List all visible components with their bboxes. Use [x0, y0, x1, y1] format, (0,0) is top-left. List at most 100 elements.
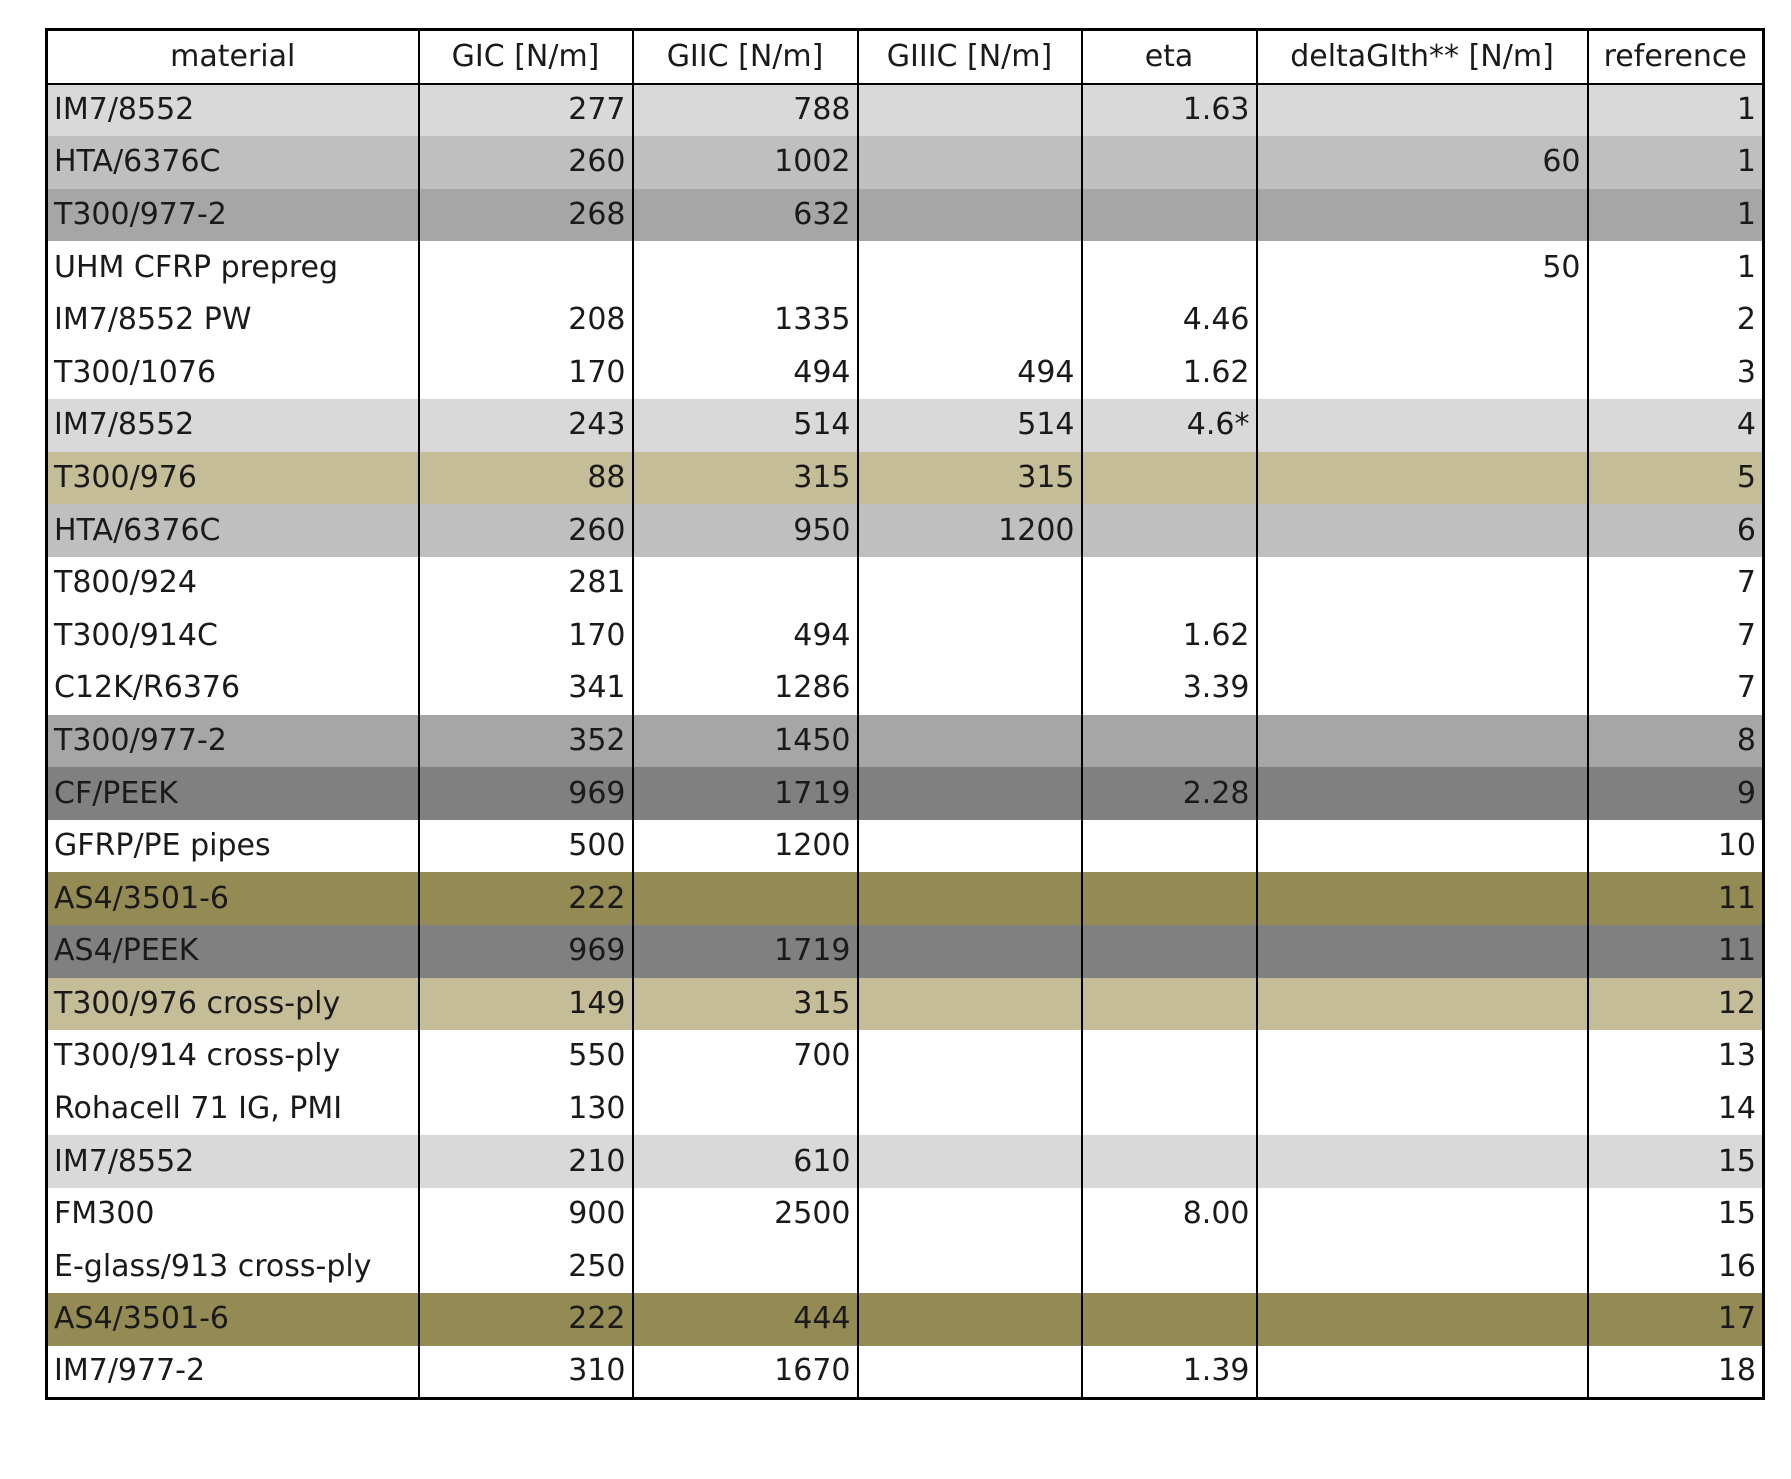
header-material: material — [45, 29, 420, 85]
cell-eta: 8.00 — [1080, 1187, 1258, 1241]
cell-material: IM7/8552 — [45, 1135, 420, 1188]
header-delta-g-threshold: deltaGIth** [N/m] — [1255, 29, 1589, 85]
cell-giic — [631, 241, 859, 294]
cell-reference: 1 — [1586, 188, 1765, 242]
cell-delta-g-threshold — [1255, 872, 1589, 925]
cell-giiic — [856, 872, 1083, 925]
cell-eta — [1080, 1082, 1258, 1136]
cell-delta-g-threshold — [1255, 1293, 1589, 1346]
header-reference: reference — [1586, 29, 1765, 85]
table-row: AS4/3501-6 222 11 — [45, 872, 1765, 925]
cell-eta — [1080, 1240, 1258, 1294]
cell-giiic: 514 — [856, 399, 1083, 452]
cell-giiic: 494 — [856, 346, 1083, 400]
cell-giic: 1719 — [631, 925, 859, 978]
table-row: T300/976 cross-ply 149 315 12 — [45, 977, 1765, 1031]
cell-gic: 250 — [417, 1240, 634, 1294]
table-row: IM7/977-2 310 1670 1.39 18 — [45, 1345, 1765, 1399]
cell-reference: 11 — [1586, 872, 1765, 925]
table-row: IM7/8552 243 514 514 4.6* 4 — [45, 399, 1765, 452]
cell-eta — [1080, 714, 1258, 768]
cell-delta-g-threshold — [1255, 609, 1589, 663]
cell-delta-g-threshold — [1255, 188, 1589, 242]
header-giiic: GIIIC [N/m] — [856, 29, 1083, 85]
cell-material: HTA/6376C — [45, 136, 420, 189]
cell-material: AS4/3501-6 — [45, 1293, 420, 1346]
cell-delta-g-threshold — [1255, 1135, 1589, 1188]
cell-material: T300/914 cross-ply — [45, 1030, 420, 1083]
cell-giic: 610 — [631, 1135, 859, 1188]
cell-gic: 260 — [417, 136, 634, 189]
cell-reference: 7 — [1586, 609, 1765, 663]
cell-reference: 1 — [1586, 136, 1765, 189]
table-row: HTA/6376C 260 1002 60 1 — [45, 136, 1765, 189]
cell-delta-g-threshold: 60 — [1255, 136, 1589, 189]
cell-gic: 310 — [417, 1345, 634, 1399]
cell-giiic: 1200 — [856, 504, 1083, 557]
cell-reference: 12 — [1586, 977, 1765, 1031]
cell-reference: 10 — [1586, 819, 1765, 873]
cell-giiic — [856, 241, 1083, 294]
table-row: T300/977-2 268 632 1 — [45, 188, 1765, 242]
table-row: GFRP/PE pipes 500 1200 10 — [45, 819, 1765, 873]
cell-material: T300/1076 — [45, 346, 420, 400]
cell-giic: 1335 — [631, 293, 859, 347]
cell-reference: 6 — [1586, 504, 1765, 557]
cell-eta — [1080, 1135, 1258, 1188]
cell-reference: 18 — [1586, 1345, 1765, 1399]
table-row: T300/1076 170 494 494 1.62 3 — [45, 346, 1765, 400]
cell-giiic — [856, 1293, 1083, 1346]
fracture-toughness-table: material GIC [N/m] GIIC [N/m] GIIIC [N/m… — [45, 28, 1765, 1400]
table-row: IM7/8552 PW 208 1335 4.46 2 — [45, 293, 1765, 347]
fracture-toughness-table-frame: material GIC [N/m] GIIC [N/m] GIIIC [N/m… — [45, 28, 1765, 1400]
cell-giic: 1286 — [631, 662, 859, 715]
table-row: C12K/R6376 341 1286 3.39 7 — [45, 662, 1765, 715]
cell-reference: 14 — [1586, 1082, 1765, 1136]
cell-delta-g-threshold — [1255, 83, 1589, 137]
cell-gic: 149 — [417, 977, 634, 1031]
cell-giiic — [856, 1187, 1083, 1241]
cell-giic: 1719 — [631, 767, 859, 820]
cell-giiic — [856, 609, 1083, 663]
cell-material: IM7/8552 — [45, 399, 420, 452]
cell-reference: 16 — [1586, 1240, 1765, 1294]
cell-gic: 222 — [417, 1293, 634, 1346]
cell-gic: 341 — [417, 662, 634, 715]
table-row: T300/976 88 315 315 5 — [45, 451, 1765, 505]
header-gic: GIC [N/m] — [417, 29, 634, 85]
table-row: UHM CFRP prepreg 50 1 — [45, 241, 1765, 294]
cell-gic: 900 — [417, 1187, 634, 1241]
cell-reference: 8 — [1586, 714, 1765, 768]
cell-material: T300/977-2 — [45, 188, 420, 242]
cell-material: GFRP/PE pipes — [45, 819, 420, 873]
cell-reference: 1 — [1586, 83, 1765, 137]
cell-giic: 1450 — [631, 714, 859, 768]
cell-delta-g-threshold — [1255, 399, 1589, 452]
cell-delta-g-threshold — [1255, 1345, 1589, 1399]
cell-gic: 969 — [417, 925, 634, 978]
cell-giiic — [856, 83, 1083, 137]
cell-material: T300/976 — [45, 451, 420, 505]
cell-reference: 11 — [1586, 925, 1765, 978]
cell-gic: 268 — [417, 188, 634, 242]
cell-eta — [1080, 136, 1258, 189]
cell-giic — [631, 1082, 859, 1136]
cell-giiic — [856, 977, 1083, 1031]
cell-delta-g-threshold — [1255, 293, 1589, 347]
cell-giic: 700 — [631, 1030, 859, 1083]
cell-giiic — [856, 1030, 1083, 1083]
table-row: T300/977-2 352 1450 8 — [45, 714, 1765, 768]
cell-giiic — [856, 819, 1083, 873]
cell-giic — [631, 556, 859, 610]
cell-material: T300/976 cross-ply — [45, 977, 420, 1031]
table-row: FM300 900 2500 8.00 15 — [45, 1187, 1765, 1241]
cell-reference: 5 — [1586, 451, 1765, 505]
cell-eta: 4.6* — [1080, 399, 1258, 452]
cell-eta: 4.46 — [1080, 293, 1258, 347]
cell-giic: 514 — [631, 399, 859, 452]
cell-delta-g-threshold — [1255, 819, 1589, 873]
cell-giic: 494 — [631, 609, 859, 663]
cell-gic: 170 — [417, 346, 634, 400]
cell-giic: 1670 — [631, 1345, 859, 1399]
cell-material: FM300 — [45, 1187, 420, 1241]
